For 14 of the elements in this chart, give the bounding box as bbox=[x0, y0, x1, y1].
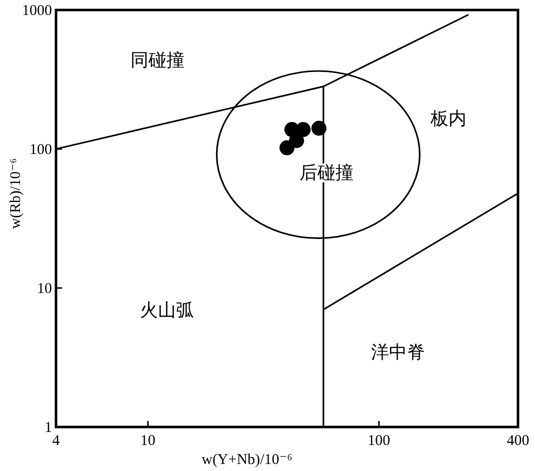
annotation: 火山弧 bbox=[140, 300, 194, 320]
annotation: 板内 bbox=[430, 108, 467, 128]
annotation: 同碰撞 bbox=[130, 50, 185, 70]
annotation: 洋中脊 bbox=[370, 342, 425, 362]
x-tick-label: 400 bbox=[506, 433, 530, 449]
y-axis-title: w(Rb)/10⁻⁶ bbox=[8, 158, 24, 229]
y-tick-label: 1 bbox=[44, 420, 52, 436]
y-tick-label: 10 bbox=[37, 281, 52, 297]
x-tick-label: 10 bbox=[140, 433, 156, 449]
x-tick-label: 4 bbox=[52, 433, 60, 449]
y-tick-label: 1000 bbox=[22, 3, 52, 19]
x-tick-label: 100 bbox=[368, 433, 390, 449]
x-axis-title: w(Y+Nb)/10⁻⁶ bbox=[202, 452, 292, 468]
y-tick-label: 100 bbox=[30, 142, 52, 158]
